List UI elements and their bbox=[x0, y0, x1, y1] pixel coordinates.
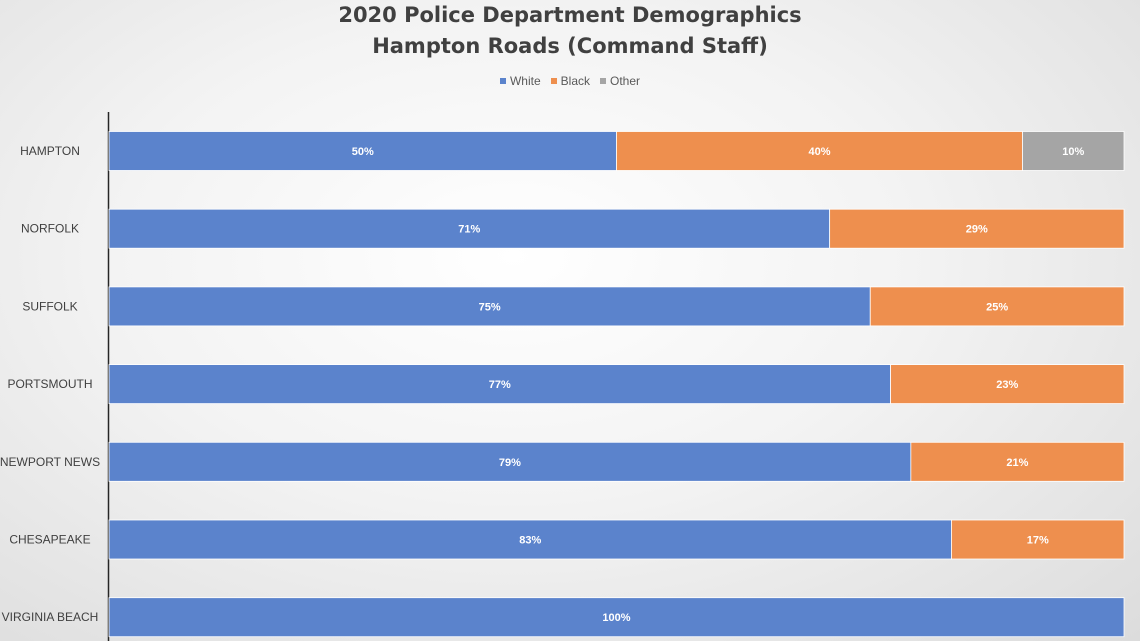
data-label-other-hampton: 10% bbox=[1062, 146, 1084, 158]
data-label-white-suffolk: 75% bbox=[479, 301, 501, 313]
data-label-white-chesapeake: 83% bbox=[519, 535, 541, 547]
data-label-black-norfolk: 29% bbox=[966, 224, 988, 236]
bar-other-hampton bbox=[1022, 131, 1125, 171]
bar-white-norfolk bbox=[108, 208, 831, 249]
legend-swatch-other bbox=[600, 78, 606, 84]
bar-white-virginia-beach bbox=[108, 597, 1125, 638]
legend-swatch-black bbox=[550, 78, 557, 84]
data-label-black-suffolk: 25% bbox=[986, 301, 1008, 313]
category-label-virginia-beach: VIRGINIA BEACH bbox=[2, 610, 99, 624]
bar-black-newport-news bbox=[910, 441, 1125, 482]
bar-black-chesapeake bbox=[951, 519, 1125, 560]
data-label-black-portsmouth: 23% bbox=[996, 379, 1018, 391]
data-label-white-virginia-beach: 100% bbox=[602, 612, 630, 624]
category-label-norfolk: NORFOLK bbox=[21, 222, 79, 236]
data-label-white-newport-news: 79% bbox=[499, 457, 521, 469]
category-label-suffolk: SUFFOLK bbox=[22, 299, 77, 313]
category-label-hampton: HAMPTON bbox=[20, 144, 80, 158]
legend-label-white: White bbox=[509, 74, 541, 88]
data-label-black-chesapeake: 17% bbox=[1027, 535, 1049, 547]
chart-title-block: 2020 Police Department Demographics Hamp… bbox=[0, 0, 1140, 62]
category-label-chesapeake: CHESAPEAKE bbox=[9, 533, 90, 547]
legend-item-black: Black bbox=[550, 74, 590, 88]
bar-black-suffolk bbox=[869, 286, 1125, 327]
data-label-white-portsmouth: 77% bbox=[489, 379, 511, 391]
bar-white-suffolk bbox=[108, 286, 871, 327]
data-label-black-hampton: 40% bbox=[808, 146, 830, 158]
bar-white-hampton bbox=[108, 131, 617, 171]
bar-black-hampton bbox=[616, 131, 1023, 171]
bar-black-norfolk bbox=[829, 208, 1125, 249]
bar-white-newport-news bbox=[108, 441, 912, 482]
chart-subtitle: Hampton Roads (Command Staff) bbox=[372, 34, 768, 58]
data-label-white-hampton: 50% bbox=[352, 146, 374, 158]
legend-swatch-white bbox=[499, 78, 506, 84]
legend-item-white: White bbox=[499, 74, 541, 88]
legend-label-black: Black bbox=[560, 74, 590, 88]
chart-legend: White Black Other bbox=[0, 74, 1140, 88]
chart-title: 2020 Police Department Demographics bbox=[338, 3, 802, 27]
category-label-portsmouth: PORTSMOUTH bbox=[7, 377, 92, 391]
data-label-black-newport-news: 21% bbox=[1006, 457, 1028, 469]
legend-label-other: Other bbox=[610, 74, 641, 88]
category-label-newport-news: NEWPORT NEWS bbox=[0, 455, 100, 469]
bar-black-portsmouth bbox=[890, 364, 1125, 405]
bar-white-chesapeake bbox=[108, 519, 952, 560]
data-label-white-norfolk: 71% bbox=[458, 224, 480, 236]
legend-item-other: Other bbox=[600, 74, 640, 88]
